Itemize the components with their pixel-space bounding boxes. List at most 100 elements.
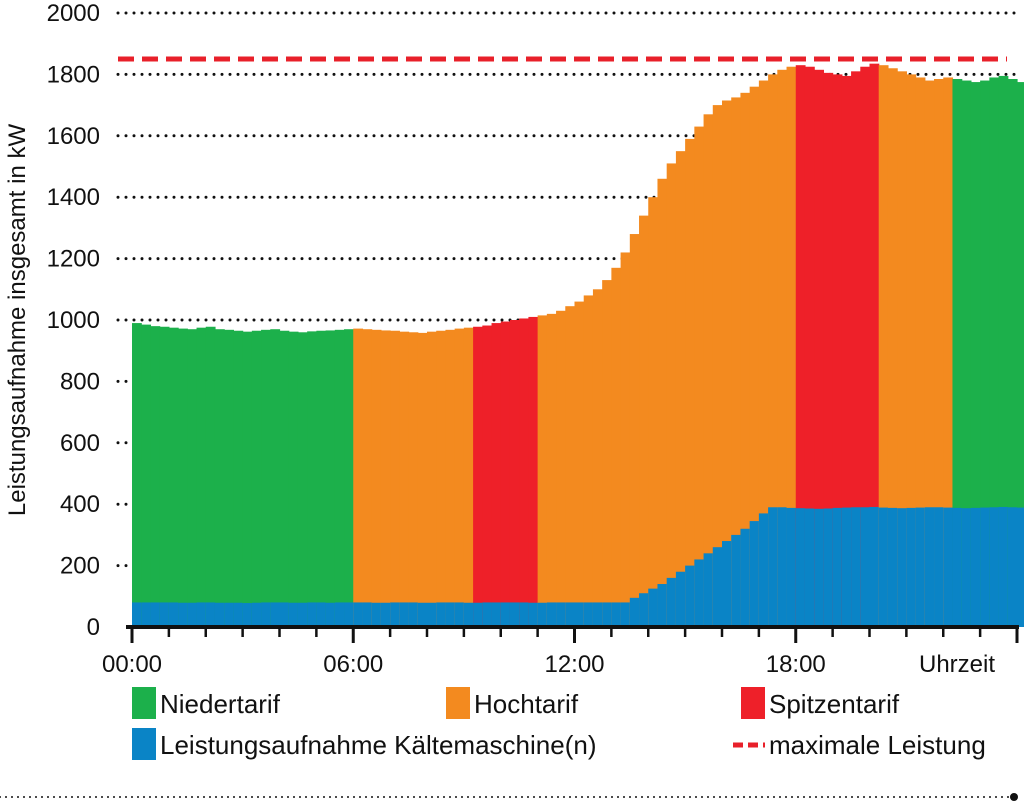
total-bar	[500, 321, 511, 627]
total-bar	[897, 71, 907, 627]
chiller-bar	[583, 602, 594, 627]
chiller-bar	[288, 602, 299, 627]
total-bar	[685, 138, 695, 627]
y-tick-label: 600	[60, 430, 100, 457]
total-bar	[279, 330, 290, 627]
total-bar	[399, 331, 410, 627]
y-tick-label: 1400	[47, 184, 100, 211]
chiller-bar	[408, 602, 419, 627]
total-bar	[666, 163, 677, 627]
total-bar	[961, 80, 972, 628]
total-bar	[371, 329, 382, 627]
chiller-bar	[297, 602, 308, 627]
y-tick-label: 2000	[47, 0, 100, 27]
chiller-bar	[390, 602, 400, 627]
chiller-bar	[500, 602, 511, 627]
chiller-bar	[307, 602, 317, 627]
bottom-dotted-rule	[0, 793, 1018, 801]
total-bar	[602, 280, 612, 627]
total-bar	[380, 330, 391, 627]
legend-label: maximale Leistung	[769, 730, 986, 760]
total-bar	[795, 65, 806, 627]
chiller-bar	[509, 602, 520, 627]
bottom-rule-dot	[1010, 793, 1018, 801]
chiller-bar	[380, 602, 391, 627]
total-bar	[519, 318, 530, 627]
total-bar	[344, 329, 354, 627]
chiller-bar	[980, 507, 990, 627]
total-bar	[786, 66, 797, 628]
chiller-bar	[233, 602, 244, 627]
x-axis-title: Uhrzeit	[919, 651, 995, 678]
chiller-bar	[611, 602, 622, 627]
total-bar	[417, 332, 428, 627]
total-bar	[178, 328, 188, 627]
total-bar	[943, 77, 954, 628]
chiller-bar	[205, 602, 216, 627]
chiller-bar	[556, 602, 566, 627]
chiller-bar	[620, 602, 631, 627]
total-bar	[334, 329, 345, 627]
chiller-bar	[878, 507, 889, 627]
y-axis-title: Leistungsaufnahme insgesamt in kW	[4, 124, 31, 517]
chiller-bar	[860, 507, 871, 627]
total-bar	[814, 69, 825, 628]
total-bar	[906, 74, 917, 627]
total-bar	[491, 323, 502, 627]
y-tick-label: 800	[60, 368, 100, 395]
total-bar	[454, 328, 465, 627]
bars-layer	[132, 63, 1024, 628]
total-bar	[592, 289, 603, 627]
chiller-bar	[869, 506, 880, 627]
total-bar	[509, 320, 520, 627]
chiller-bar	[758, 513, 769, 627]
legend-swatch	[741, 687, 765, 719]
total-bar	[851, 71, 861, 627]
chiller-bar	[961, 508, 972, 627]
total-bar	[740, 92, 751, 627]
total-bar	[196, 327, 207, 627]
chiller-bar	[150, 602, 161, 627]
total-bar	[694, 126, 705, 627]
chiller-bar	[685, 565, 695, 627]
chiller-bar	[666, 577, 677, 627]
y-tick-label: 200	[60, 553, 100, 580]
total-bar	[408, 332, 419, 627]
legend-swatch	[132, 728, 156, 760]
chiller-bar	[851, 507, 861, 627]
total-bar	[1017, 82, 1024, 627]
total-bar	[657, 178, 668, 627]
chiller-bar	[804, 508, 815, 627]
total-bar	[482, 325, 493, 627]
chiller-bar	[427, 602, 437, 627]
chiller-bar	[371, 602, 382, 627]
total-bar	[537, 315, 548, 627]
y-tick-label: 0	[87, 614, 100, 641]
chiller-bar	[602, 602, 612, 627]
legend-label: Leistungsaufnahme Kältemaschine(n)	[160, 730, 596, 760]
total-bar	[915, 77, 926, 628]
legend: Niedertarif Hochtarif Spitzentarif Leistung…	[132, 687, 986, 760]
total-bar	[214, 329, 225, 627]
total-bar	[565, 306, 576, 627]
y-tick-label: 400	[60, 491, 100, 518]
chiller-bar	[952, 507, 963, 627]
total-bar	[242, 331, 253, 627]
chiller-bar	[841, 507, 852, 627]
total-bar	[869, 63, 880, 627]
chiller-bar	[814, 508, 825, 627]
chiller-bar	[546, 602, 557, 627]
total-bar	[887, 68, 898, 627]
chiller-bar	[261, 602, 271, 627]
total-bar	[233, 330, 244, 627]
total-bar	[150, 326, 161, 627]
legend-label: Spitzentarif	[769, 689, 900, 719]
total-bar	[620, 252, 631, 627]
total-bar	[832, 74, 843, 627]
total-bar	[187, 329, 198, 627]
chiller-bar	[768, 507, 778, 627]
chiller-bar	[924, 507, 935, 627]
total-bar	[731, 97, 742, 628]
chiller-bar	[722, 541, 732, 627]
total-bar	[1007, 79, 1018, 627]
